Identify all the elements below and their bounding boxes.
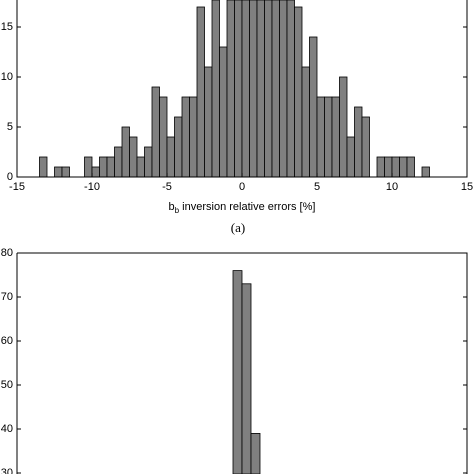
caption: (a) xyxy=(231,220,245,235)
bar xyxy=(129,136,138,178)
bar xyxy=(61,166,70,178)
bar xyxy=(151,86,160,178)
x-tick-label: -5 xyxy=(162,181,172,193)
bar xyxy=(250,432,261,474)
bar xyxy=(249,0,258,178)
bar xyxy=(91,166,100,178)
bar xyxy=(286,0,295,178)
bar xyxy=(264,0,273,178)
bar xyxy=(301,66,310,178)
bar xyxy=(232,270,243,474)
y-tick-label: 10 xyxy=(1,71,13,83)
bar xyxy=(121,126,130,178)
x-tick-label: -10 xyxy=(84,181,100,193)
bar xyxy=(324,96,333,178)
bar xyxy=(376,156,385,178)
bar xyxy=(204,66,213,178)
x-tick-label: 0 xyxy=(239,181,245,193)
bar xyxy=(316,96,325,178)
bar xyxy=(346,136,355,178)
bar xyxy=(159,96,168,178)
y-tick-label: 80 xyxy=(1,247,13,259)
y-tick-label: 5 xyxy=(7,121,13,133)
bar xyxy=(354,106,363,178)
bar xyxy=(196,6,205,178)
x-label-rest: inversion relative errors [%] xyxy=(179,201,315,213)
bar xyxy=(241,0,250,178)
bar xyxy=(114,146,123,178)
bar xyxy=(279,0,288,178)
y-tick-label: 40 xyxy=(1,423,13,435)
bar xyxy=(271,0,280,178)
bar xyxy=(39,156,48,178)
bar xyxy=(106,156,115,178)
x-tick-label: 10 xyxy=(386,181,398,193)
x-label-sub: b xyxy=(175,206,180,215)
bar xyxy=(84,156,93,178)
x-tick-label: -15 xyxy=(9,181,25,193)
bar xyxy=(144,146,153,178)
x-axis-label: bb inversion relative errors [%] xyxy=(169,201,316,215)
bar xyxy=(361,116,370,178)
bar xyxy=(99,156,108,178)
bar xyxy=(294,6,303,178)
bar xyxy=(166,136,175,178)
bar xyxy=(136,156,145,178)
bar xyxy=(331,96,340,178)
bar xyxy=(174,116,183,178)
bar xyxy=(406,156,415,178)
y-tick-label: 0 xyxy=(7,171,13,183)
bar xyxy=(189,96,198,178)
y-tick-label: 70 xyxy=(1,291,13,303)
bar xyxy=(399,156,408,178)
bar xyxy=(256,0,265,178)
bar xyxy=(181,96,190,178)
y-tick-label: 15 xyxy=(1,21,13,33)
bar xyxy=(309,36,318,178)
bar xyxy=(234,0,243,178)
y-tick-label: 50 xyxy=(1,379,13,391)
bar xyxy=(211,0,220,178)
bar xyxy=(391,156,400,178)
bar xyxy=(219,46,228,178)
y-tick-label: 60 xyxy=(1,335,13,347)
x-label-main: b xyxy=(169,201,175,213)
x-tick-label: 5 xyxy=(314,181,320,193)
bar xyxy=(339,76,348,178)
x-tick-label: 15 xyxy=(461,181,473,193)
bar xyxy=(421,166,430,178)
y-tick-label: 30 xyxy=(1,467,13,474)
bar xyxy=(226,0,235,178)
bar xyxy=(241,283,252,474)
bar xyxy=(54,166,63,178)
bar xyxy=(384,156,393,178)
